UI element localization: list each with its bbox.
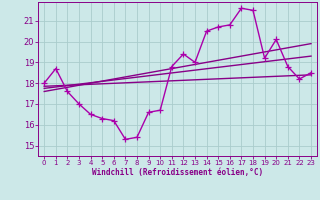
X-axis label: Windchill (Refroidissement éolien,°C): Windchill (Refroidissement éolien,°C) <box>92 168 263 177</box>
